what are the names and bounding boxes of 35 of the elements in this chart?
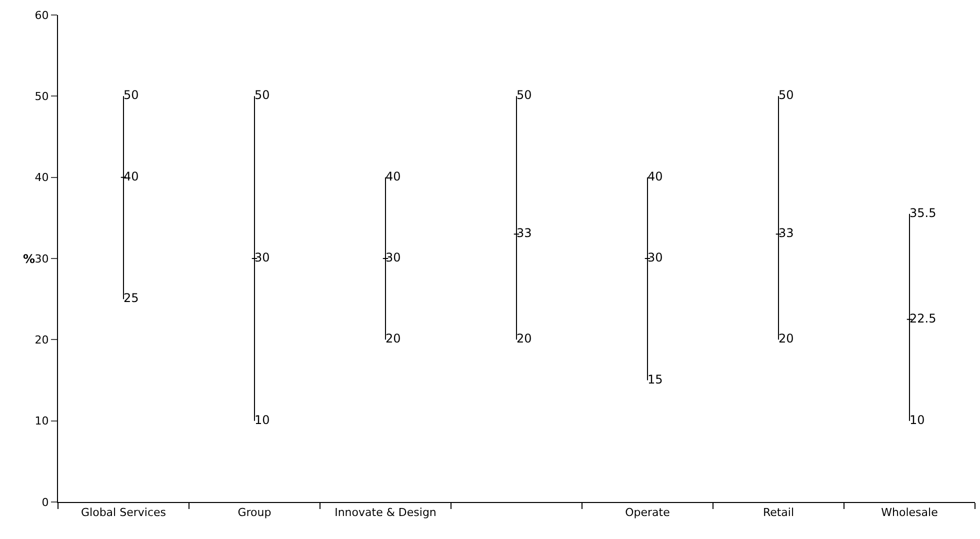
x-tick-label: Group	[238, 506, 272, 520]
text: 25	[124, 291, 139, 306]
y-tick-label: 20	[34, 334, 49, 347]
y-tick-label: 40	[34, 171, 49, 184]
text: 50	[124, 88, 139, 102]
y-axis-title: %	[23, 252, 36, 266]
text: 30	[648, 250, 663, 264]
text: 20	[778, 332, 794, 346]
y-tick-label: 10	[34, 414, 49, 428]
text: 33	[778, 226, 794, 240]
text: 30	[254, 250, 270, 264]
y-tick-label: 60	[34, 8, 49, 22]
text: 40	[386, 169, 401, 184]
text: 50	[516, 88, 532, 102]
text: 40	[648, 169, 663, 184]
text: 50	[778, 88, 794, 102]
y-tick-label: 30	[34, 252, 49, 266]
y-tick-label: 0	[42, 496, 49, 509]
text: 20	[386, 332, 401, 346]
x-tick-label: Wholesale	[881, 506, 938, 520]
text: 20	[516, 332, 532, 346]
text: 10	[910, 412, 925, 427]
x-tick-label: Operate	[625, 506, 670, 520]
x-tick-label: Retail	[762, 506, 794, 520]
text: 10	[254, 412, 270, 427]
text: 33	[516, 226, 532, 240]
text: 22.5	[910, 311, 936, 326]
text: 35.5	[910, 206, 936, 220]
text: 40	[124, 169, 139, 184]
text: 30	[386, 250, 401, 264]
text: 15	[648, 372, 663, 386]
text: 50	[254, 88, 270, 102]
y-tick-label: 50	[34, 90, 49, 104]
x-tick-label: Innovate & Design	[334, 506, 436, 520]
x-tick-label: Global Services	[81, 506, 166, 520]
